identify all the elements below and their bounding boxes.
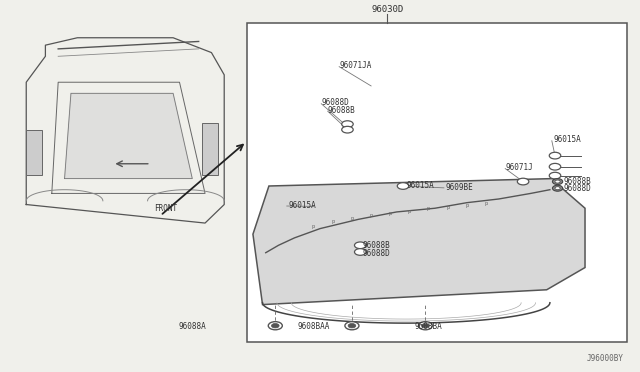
- Text: 96088D: 96088D: [564, 185, 592, 193]
- Circle shape: [345, 322, 359, 330]
- Text: 96071J: 96071J: [505, 163, 533, 172]
- Circle shape: [555, 180, 560, 183]
- Bar: [202, 123, 218, 175]
- Text: 96088B: 96088B: [328, 106, 355, 115]
- Text: 96015A: 96015A: [407, 181, 435, 190]
- Bar: [26, 131, 42, 175]
- Polygon shape: [65, 93, 192, 179]
- Circle shape: [552, 185, 563, 191]
- Text: p: p: [408, 209, 411, 214]
- Text: p: p: [312, 224, 316, 228]
- Text: p: p: [427, 206, 430, 211]
- Bar: [246, 23, 627, 341]
- Circle shape: [342, 121, 353, 128]
- Text: 96088B: 96088B: [363, 241, 390, 250]
- Circle shape: [419, 322, 433, 330]
- Circle shape: [549, 152, 561, 159]
- Text: p: p: [350, 216, 353, 221]
- Text: p: p: [369, 213, 372, 218]
- Text: p: p: [465, 203, 468, 208]
- Text: p: p: [331, 219, 334, 224]
- Circle shape: [355, 242, 366, 248]
- Text: 9608BA: 9608BA: [415, 322, 442, 331]
- Polygon shape: [253, 179, 585, 305]
- Circle shape: [355, 248, 366, 255]
- Text: 96088D: 96088D: [321, 98, 349, 107]
- Circle shape: [422, 324, 429, 328]
- Circle shape: [555, 187, 560, 190]
- Text: 96088D: 96088D: [363, 249, 390, 258]
- Text: 96030D: 96030D: [371, 5, 403, 14]
- Text: 96088B: 96088B: [564, 177, 592, 186]
- Circle shape: [517, 178, 529, 185]
- Circle shape: [549, 172, 561, 179]
- Circle shape: [342, 126, 353, 133]
- Text: p: p: [484, 201, 488, 206]
- Text: 96015A: 96015A: [553, 135, 581, 144]
- Text: p: p: [388, 211, 392, 216]
- Text: 9608BAA: 9608BAA: [298, 322, 330, 331]
- Text: FRONT: FRONT: [154, 204, 177, 213]
- Circle shape: [268, 322, 282, 330]
- Text: 96015A: 96015A: [288, 201, 316, 210]
- Circle shape: [397, 183, 409, 189]
- Text: 96071JA: 96071JA: [339, 61, 372, 70]
- Circle shape: [271, 324, 279, 328]
- Text: J96000BY: J96000BY: [586, 354, 623, 363]
- Circle shape: [549, 163, 561, 170]
- Circle shape: [348, 324, 356, 328]
- Text: 96088A: 96088A: [179, 322, 206, 331]
- Text: p: p: [446, 205, 449, 210]
- Circle shape: [552, 179, 563, 185]
- Text: 9609BE: 9609BE: [445, 183, 473, 192]
